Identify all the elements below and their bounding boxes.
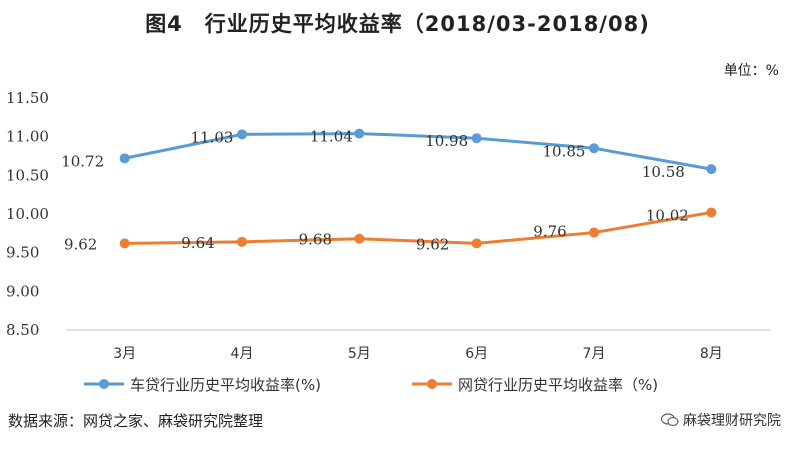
data-point (119, 238, 130, 249)
data-point (354, 128, 365, 139)
chart-title: 图4 行业历史平均收益率（2018/03-2018/08) (145, 12, 650, 36)
data-label: 9.64 (181, 234, 214, 252)
y-tick-label: 9.50 (6, 244, 39, 262)
data-label: 11.03 (191, 128, 234, 146)
data-point (706, 207, 717, 218)
data-label: 10.72 (61, 152, 104, 170)
data-label: 9.62 (416, 235, 449, 253)
series-line (124, 132, 712, 171)
data-point (119, 153, 130, 164)
series-1: 10.72 11.03 11.04 10.98 10.85 10.58 (61, 128, 717, 181)
wechat-icon (661, 413, 679, 427)
data-point (706, 164, 717, 175)
x-tick-label: 4月 (231, 346, 254, 362)
y-tick-label: 10.50 (6, 166, 49, 184)
data-label: 10.58 (642, 163, 685, 181)
legend-label: 网贷行业历史平均收益率（%) (458, 376, 658, 394)
data-point (471, 238, 482, 249)
unit-label: 单位：% (723, 63, 779, 79)
data-label: 11.04 (310, 128, 353, 146)
source-note: 数据来源：网贷之家、麻袋研究院整理 (8, 412, 264, 430)
y-axis-ticks: 11.50 11.00 10.50 10.00 9.50 9.00 8.50 (6, 89, 49, 339)
data-point (237, 236, 247, 247)
legend-swatch-marker (99, 379, 109, 389)
data-point (589, 227, 599, 238)
y-tick-label: 11.50 (6, 89, 49, 107)
data-label: 10.98 (425, 132, 468, 150)
y-tick-label: 11.00 (6, 128, 49, 146)
y-tick-label: 9.00 (6, 282, 39, 300)
legend-label: 车贷行业历史平均收益率(%) (130, 376, 321, 394)
series-2: 9.62 9.64 9.68 9.62 9.76 10.02 (64, 206, 717, 253)
data-label: 9.62 (64, 235, 97, 253)
legend: 车贷行业历史平均收益率(%) 网贷行业历史平均收益率（%) (84, 376, 658, 394)
x-axis-ticks: 3月 4月 5月 6月 7月 8月 (113, 346, 723, 362)
y-tick-label: 8.50 (6, 321, 39, 339)
x-tick-label: 3月 (113, 346, 136, 362)
x-tick-label: 5月 (348, 346, 371, 362)
data-label: 9.76 (533, 223, 566, 241)
y-tick-label: 10.00 (6, 205, 49, 223)
data-label: 9.68 (299, 231, 332, 249)
data-point (589, 143, 599, 154)
legend-swatch-marker (427, 379, 437, 389)
data-point (471, 133, 482, 144)
data-label: 10.85 (543, 142, 586, 160)
x-tick-label: 7月 (583, 346, 606, 362)
series-line (124, 210, 712, 245)
x-tick-label: 6月 (465, 346, 488, 362)
watermark: 麻袋理财研究院 (661, 410, 781, 430)
watermark-text: 麻袋理财研究院 (683, 413, 781, 429)
data-label: 10.02 (646, 206, 689, 224)
x-tick-label: 8月 (700, 346, 723, 362)
data-point (354, 233, 365, 244)
data-point (237, 129, 247, 140)
